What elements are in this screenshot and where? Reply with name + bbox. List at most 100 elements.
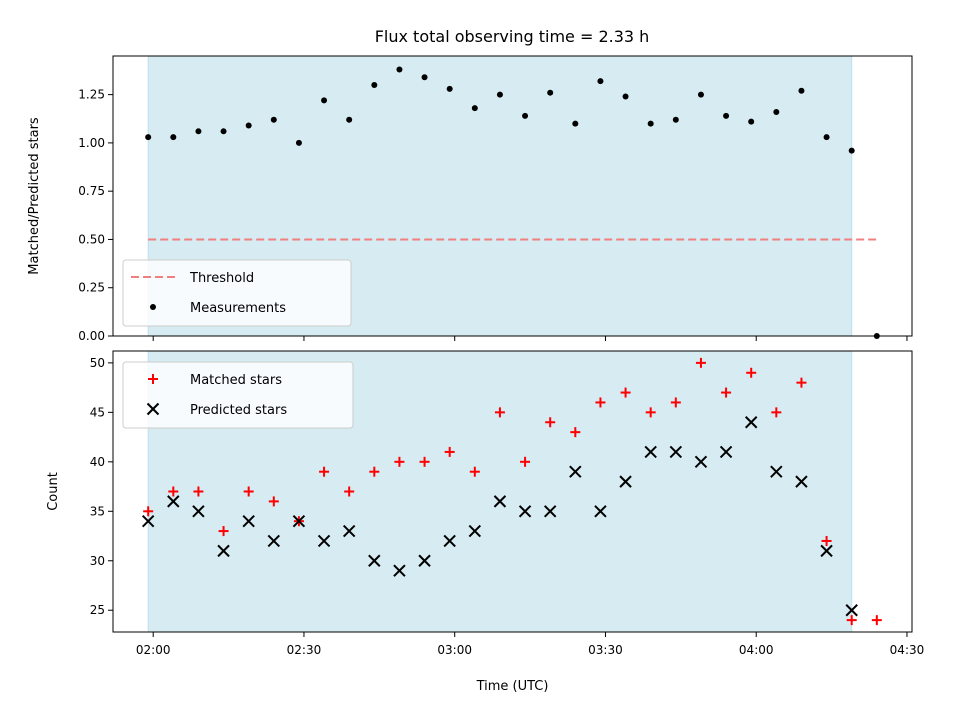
chart-title: Flux total observing time = 2.33 h [375, 27, 650, 46]
measurement-point [496, 91, 503, 98]
measurement-point [773, 109, 780, 115]
x-tick-label: 03:30 [588, 643, 623, 657]
legend-matched-label: Matched stars [190, 373, 282, 388]
predicted-star-point [619, 475, 632, 488]
predicted-star-point [217, 544, 230, 558]
matched-star-point [871, 615, 882, 626]
measurement-point [220, 128, 227, 135]
predicted-star-point [719, 445, 733, 459]
measurement-point [170, 134, 177, 141]
matched-star-point [771, 407, 782, 418]
top-y-tick-label: 0.25 [78, 281, 105, 295]
matched-star-point [821, 535, 832, 546]
top-y-tick-label: 0.75 [78, 184, 105, 198]
measurement-point [371, 81, 378, 88]
predicted-star-point [443, 534, 456, 548]
predicted-star-point [267, 534, 281, 548]
matched-star-point [419, 456, 430, 467]
matched-star-point [520, 456, 531, 467]
predicted-star-point [493, 495, 507, 508]
bottom-y-tick-label: 25 [90, 603, 105, 617]
predicted-star-point [569, 465, 582, 478]
top-y-axis-label: Matched/Predicted stars [27, 117, 42, 275]
matched-star-point [444, 446, 455, 457]
measurement-point [396, 66, 403, 73]
predicted-star-point [795, 475, 808, 488]
matched-star-point [695, 357, 706, 368]
matched-star-point [319, 466, 330, 477]
top-y-tick-label: 0.50 [78, 232, 105, 246]
predicted-star-point [468, 524, 482, 538]
measurement-point [647, 120, 654, 127]
matched-star-point [369, 466, 380, 477]
predicted-star-point [518, 505, 532, 518]
top-y-tick-label: 1.25 [78, 88, 105, 102]
measurement-point [572, 120, 579, 127]
legend-measurements-label: Measurements [190, 301, 286, 316]
matched-star-point [469, 466, 480, 477]
bottom-y-tick-label: 40 [90, 455, 105, 469]
measurement-point [848, 147, 855, 154]
predicted-star-point [744, 416, 758, 429]
predicted-star-point [317, 534, 331, 548]
legend-plus-marker [148, 374, 158, 384]
matched-star-point [721, 387, 732, 398]
top-axes-frame [112, 55, 913, 337]
matched-star-point [268, 496, 279, 507]
matched-star-point [218, 526, 229, 537]
measurement-point [672, 116, 679, 123]
matched-star-point [243, 486, 254, 497]
matched-star-point [620, 387, 631, 398]
legend-predicted-label: Predicted stars [190, 403, 287, 418]
matched-star-point [846, 615, 857, 626]
bottom-y-tick-label: 30 [90, 554, 105, 568]
measurement-point [723, 112, 730, 119]
matched-star-point [344, 486, 355, 497]
measurement-point [823, 134, 830, 141]
measurement-point [471, 105, 478, 112]
measurement-point [346, 116, 353, 123]
bottom-axis-ticks: 02:00 02:30 03:00 03:30 04:00 04:30 25 30 35 40 45… [90, 356, 925, 657]
legend-matched-swatch [148, 374, 158, 384]
matched-star-point [494, 407, 505, 418]
matched-star-point [168, 486, 179, 497]
predicted-star-point [368, 554, 381, 567]
predicted-star-point [167, 495, 180, 508]
measurement-point [748, 118, 755, 125]
measurement-point [421, 74, 428, 81]
measurement-point [145, 134, 152, 141]
x-tick-label: 04:30 [890, 643, 925, 657]
matched-star-point [670, 397, 681, 408]
legend-predicted-swatch [146, 402, 160, 416]
matched-star-point [796, 377, 807, 388]
measurement-point [622, 93, 629, 100]
top-data-points [145, 66, 880, 339]
top-panel: 0.00 0.25 0.50 0.75 1.00 1.25 Matched/Predict… [27, 55, 913, 343]
measurement-point [245, 122, 252, 129]
matched-star-point [595, 397, 606, 408]
matched-star-point [193, 486, 204, 497]
bottom-legend-box [122, 361, 354, 429]
matched-star-point [645, 407, 656, 418]
bottom-data-points [141, 357, 882, 626]
matched-star-point [746, 367, 757, 378]
measurement-point [798, 87, 805, 94]
top-y-tick-label: 1.00 [78, 136, 105, 150]
predicted-star-point [694, 455, 708, 469]
x-axis-label: Time (UTC) [476, 679, 549, 694]
legend-measurements-swatch [150, 304, 156, 310]
predicted-star-point [594, 505, 607, 518]
x-tick-label: 02:00 [136, 643, 171, 657]
top-legend-box [122, 259, 352, 327]
bottom-panel: 02:00 02:30 03:00 03:30 04:00 04:30 25 30 35 40 45… [46, 350, 925, 694]
measurement-point [195, 128, 202, 135]
measurement-point [446, 85, 453, 92]
predicted-star-point [644, 445, 657, 459]
legend-x-marker [146, 402, 160, 416]
predicted-star-point [141, 514, 155, 528]
matched-star-point [143, 506, 154, 517]
matched-star-point [545, 417, 556, 428]
predicted-star-point [242, 514, 255, 528]
matched-star-point [570, 427, 581, 438]
predicted-star-point [845, 604, 858, 617]
